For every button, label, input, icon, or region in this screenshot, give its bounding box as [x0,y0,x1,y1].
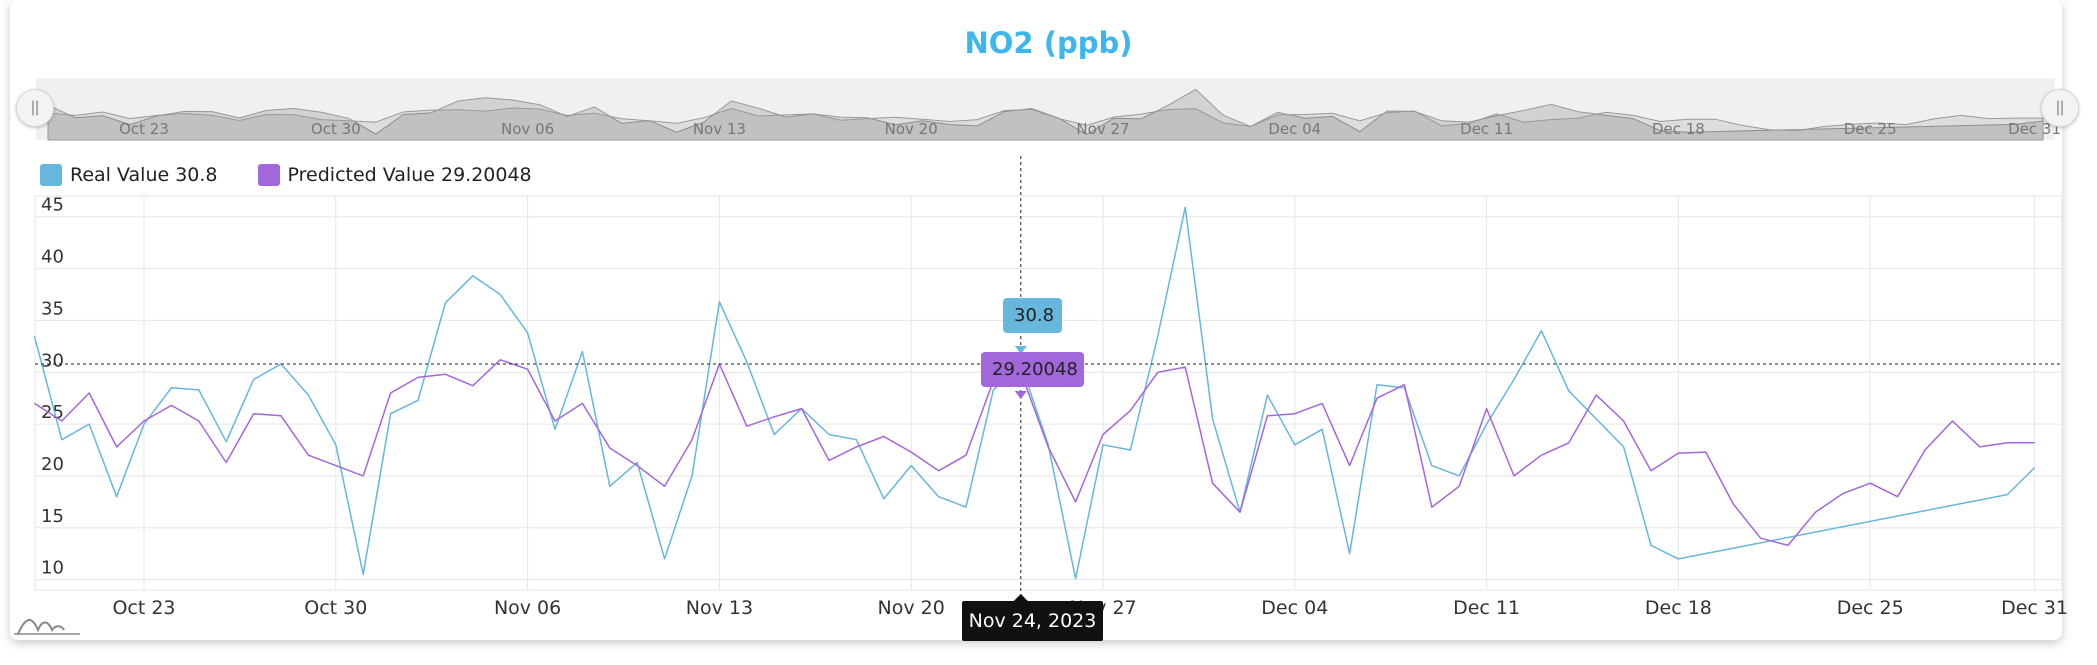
x-tick-label: Dec 04 [1261,597,1328,619]
scrollbar-series-predicted [47,107,2044,141]
legend-label-predicted: Predicted Value 29.20048 [287,164,532,186]
tooltip-predicted-value: 29.20048 [981,352,1084,387]
scrollbar-tick-label: Nov 06 [501,120,554,138]
legend-swatch-real [40,164,62,186]
x-tick-label: Nov 06 [494,597,561,619]
grip-icon: || [2055,99,2065,116]
legend-item-real[interactable]: Real Value 30.8 [40,164,218,186]
y-tick-label: 15 [41,506,64,527]
x-tick-label: Oct 30 [304,597,367,619]
scrollbar-tick-label: Oct 30 [311,120,361,138]
y-tick-label: 30 [41,350,64,371]
scrollbar-tick-label: Dec 31 [2008,120,2061,138]
cursor-date-pointer [1012,594,1029,602]
scrollbar-tick-label: Dec 11 [1460,120,1513,138]
scrollbar-background [36,78,2055,140]
x-tick-label: Nov 13 [686,597,753,619]
x-tick-label: Dec 25 [1837,597,1904,619]
y-tick-label: 45 [41,195,64,216]
legend-item-predicted[interactable]: Predicted Value 29.20048 [257,164,532,186]
scrollbar-left-grip[interactable]: || [16,89,54,127]
grip-icon: || [30,99,40,116]
scrollbar-tick-label: Oct 23 [119,120,169,138]
x-tick-label: Oct 23 [112,597,175,619]
scrollbar-tick-label: Nov 13 [693,120,746,138]
scrollbar-tick-label: Dec 04 [1268,120,1321,138]
y-tick-label: 35 [41,298,64,319]
x-tick-label: Nov 20 [878,597,945,619]
y-tick-label: 10 [41,558,64,579]
scrollbar-tick-label: Nov 27 [1076,120,1129,138]
x-tick-label: Dec 31 [2001,597,2068,619]
x-tick-label: Dec 11 [1453,597,1520,619]
scrollbar-tick-label: Nov 20 [885,120,938,138]
tooltip-real-pointer [1014,346,1027,354]
x-tick-label: Dec 18 [1645,597,1712,619]
plot-area [34,195,2063,591]
chart-title: NO2 (ppb) [964,26,1133,60]
cursor-date-tooltip: Nov 24, 2023 [962,601,1103,641]
scrollbar-right-grip[interactable]: || [2041,89,2079,127]
series-line-real [33,206,2036,580]
scrollbar-tick-label: Dec 18 [1652,120,1705,138]
tooltip-predicted-pointer [1014,391,1027,399]
series-line-predicted [33,359,2035,547]
legend: Real Value 30.8 Predicted Value 29.20048 [40,164,532,186]
y-tick-label: 20 [41,454,64,475]
y-tick-label: 40 [41,247,64,268]
legend-label-real: Real Value 30.8 [70,164,218,186]
tooltip-real-value: 30.8 [1003,298,1062,333]
mini-chart-icon [17,619,65,635]
legend-swatch-predicted [257,164,280,186]
scrollbar-tick-label: Dec 25 [1844,120,1897,138]
